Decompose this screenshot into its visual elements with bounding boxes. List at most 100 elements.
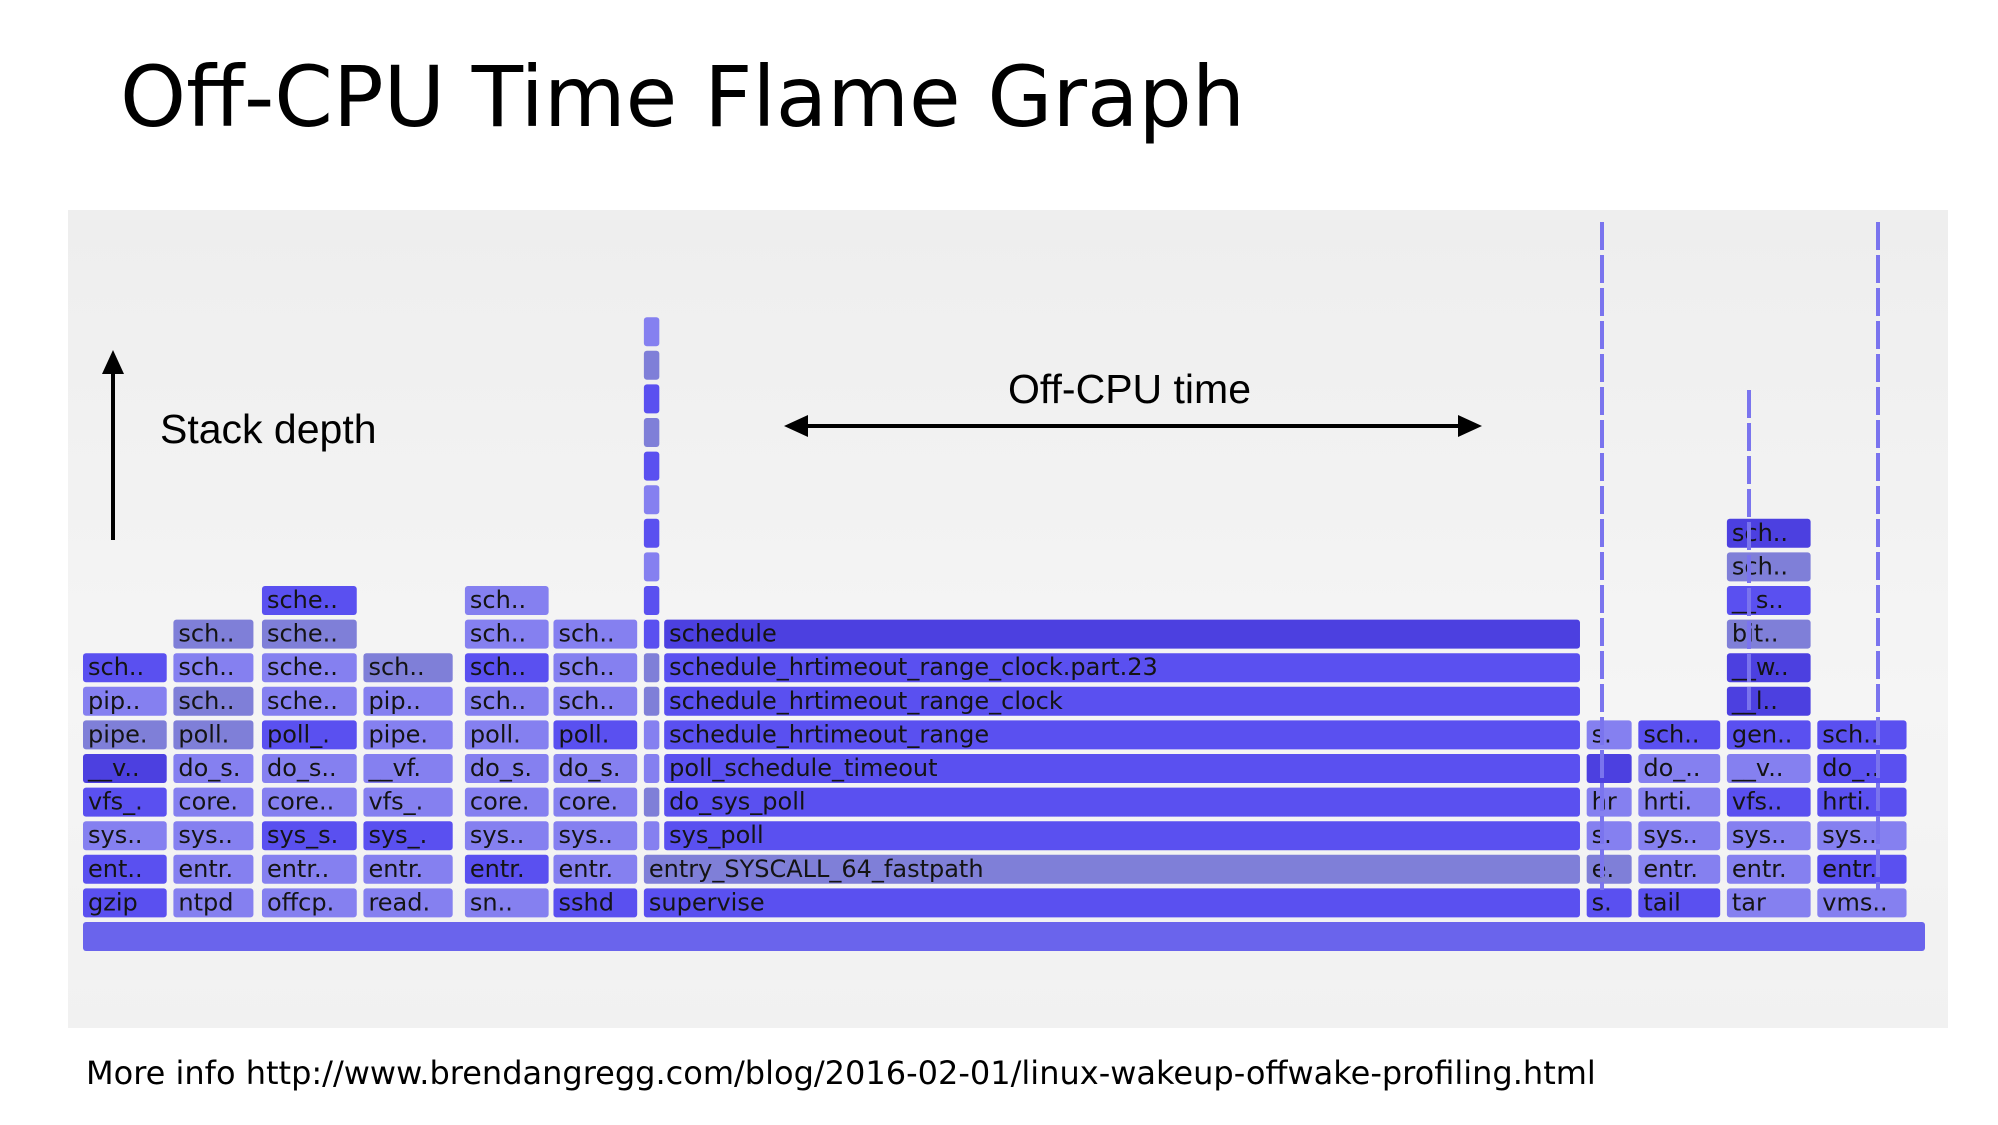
frame-rect[interactable] [643, 821, 660, 851]
flame-frame-s[interactable]: s. [1586, 720, 1632, 750]
frame-rect[interactable] [261, 720, 357, 750]
frame-rect[interactable] [83, 754, 167, 783]
frame-rect[interactable] [464, 754, 549, 783]
frame-rect[interactable] [1586, 720, 1632, 750]
frame-rect[interactable] [173, 653, 254, 683]
flame-frame-sys[interactable]: sys.. [83, 821, 167, 851]
frame-rect[interactable] [643, 686, 660, 716]
frame-rect[interactable] [173, 821, 254, 851]
frame-rect[interactable] [1817, 854, 1907, 884]
frame-rect[interactable] [173, 787, 254, 817]
frame-rect[interactable] [643, 854, 1580, 884]
frame-rect[interactable] [464, 821, 549, 851]
frame-rect[interactable] [83, 720, 167, 750]
flame-frame-gen[interactable]: gen.. [1726, 720, 1811, 750]
frame-rect[interactable] [553, 821, 638, 851]
flame-frame-read[interactable]: read. [363, 888, 453, 918]
flame-frame-do_s[interactable]: do_s. [173, 754, 254, 783]
frame-rect[interactable] [1817, 787, 1907, 817]
frame-rect[interactable] [261, 619, 357, 649]
frame-rect[interactable] [553, 653, 638, 683]
frame-rect[interactable] [664, 720, 1580, 750]
frame-rect[interactable] [83, 821, 167, 851]
frame-rect[interactable] [464, 653, 549, 683]
flame-frame-pip[interactable]: pip.. [363, 686, 453, 716]
frame-rect[interactable] [643, 787, 660, 817]
frame-rect[interactable] [83, 888, 167, 918]
frame-rect[interactable] [1586, 821, 1632, 851]
flame-frame-poll_[interactable]: poll_. [261, 720, 357, 750]
flame-frame-schedule[interactable]: schedule [664, 619, 1580, 649]
frame-rect[interactable] [1638, 787, 1721, 817]
flame-frame-__v[interactable]: __v.. [1726, 754, 1811, 783]
frame-rect[interactable] [1726, 854, 1811, 884]
flame-frame-vfs_[interactable]: vfs_. [363, 787, 453, 817]
flame-frame-sch[interactable]: sch.. [173, 619, 254, 649]
flame-frame-schedule_hrtimeout_range_clock[interactable]: schedule_hrtimeout_range_clock [664, 686, 1580, 716]
flame-frame-core[interactable]: core. [464, 787, 549, 817]
flame-frame[interactable] [643, 754, 660, 783]
flame-frame-pip[interactable]: pip.. [83, 686, 167, 716]
flame-frame[interactable] [643, 418, 660, 447]
flame-frame-bit[interactable]: bit.. [1726, 619, 1811, 649]
frame-rect[interactable] [643, 720, 660, 750]
frame-rect[interactable] [173, 888, 254, 918]
flame-frame-vfs_[interactable]: vfs_. [83, 787, 167, 817]
frame-rect[interactable] [363, 653, 453, 683]
frame-rect[interactable] [643, 451, 660, 481]
frame-rect[interactable] [1726, 720, 1811, 750]
frame-rect[interactable] [643, 384, 660, 414]
flame-frame-sys[interactable]: sys.. [464, 821, 549, 851]
flame-frame-sshd[interactable]: sshd [553, 888, 638, 918]
flame-frame[interactable] [643, 586, 660, 615]
flame-frame-pipe[interactable]: pipe. [83, 720, 167, 750]
frame-rect[interactable] [643, 552, 660, 582]
flame-frame-core[interactable]: core. [553, 787, 638, 817]
frame-rect[interactable] [363, 787, 453, 817]
flame-frame-__vf[interactable]: __vf. [363, 754, 453, 783]
flame-frame-entr[interactable]: entr. [173, 854, 254, 884]
frame-rect[interactable] [1586, 854, 1632, 884]
flame-frame[interactable] [643, 317, 660, 347]
flame-frame-sch[interactable]: sch.. [464, 686, 549, 716]
flame-frame[interactable] [643, 619, 660, 649]
flame-frame-entr[interactable]: entr. [464, 854, 549, 884]
frame-rect[interactable] [1638, 754, 1721, 783]
frame-rect[interactable] [261, 787, 357, 817]
frame-rect[interactable] [464, 787, 549, 817]
frame-rect[interactable] [553, 720, 638, 750]
frame-rect[interactable] [1638, 821, 1721, 851]
frame-rect[interactable] [1817, 821, 1907, 851]
frame-rect[interactable] [553, 888, 638, 918]
frame-rect[interactable] [553, 619, 638, 649]
flame-frame-sys[interactable]: sys.. [1817, 821, 1907, 851]
frame-rect[interactable] [83, 787, 167, 817]
flame-frame-sys_[interactable]: sys_. [363, 821, 453, 851]
frame-rect[interactable] [664, 653, 1580, 683]
flame-frame-do_sys_poll[interactable]: do_sys_poll [664, 787, 1580, 817]
flame-frame-vfs[interactable]: vfs.. [1726, 787, 1811, 817]
frame-rect[interactable] [553, 787, 638, 817]
frame-rect[interactable] [363, 888, 453, 918]
frame-rect[interactable] [83, 653, 167, 683]
flame-frame[interactable] [643, 518, 660, 548]
flame-frame-do_[interactable]: do_.. [1638, 754, 1721, 783]
frame-rect[interactable] [83, 854, 167, 884]
frame-rect[interactable] [664, 686, 1580, 716]
frame-rect[interactable] [1726, 787, 1811, 817]
flame-frame-supervise[interactable]: supervise [643, 888, 1580, 918]
frame-rect[interactable] [173, 754, 254, 783]
flame-frame-e[interactable]: e. [1586, 854, 1632, 884]
frame-rect[interactable] [83, 686, 167, 716]
frame-rect[interactable] [1586, 754, 1632, 783]
frame-rect[interactable] [643, 619, 660, 649]
flame-frame-sche[interactable]: sche.. [261, 586, 357, 615]
flame-frame-s[interactable]: s. [1586, 888, 1632, 918]
footer-info-link[interactable]: More info http://www.brendangregg.com/bl… [86, 1054, 1596, 1092]
frame-rect[interactable] [664, 821, 1580, 851]
frame-rect[interactable] [464, 686, 549, 716]
flame-frame-entr[interactable]: entr.. [261, 854, 357, 884]
frame-rect[interactable] [1586, 888, 1632, 918]
flame-frame-sch[interactable]: sch.. [464, 619, 549, 649]
frame-rect[interactable] [173, 686, 254, 716]
